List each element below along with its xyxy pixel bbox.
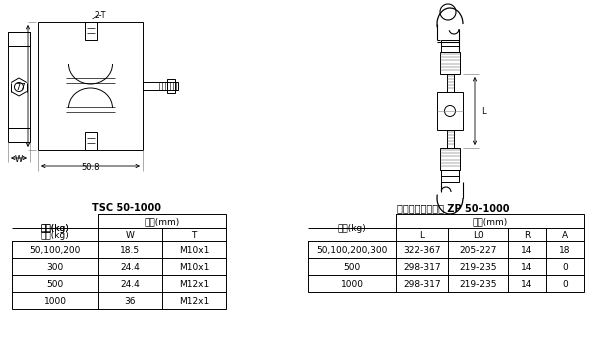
Text: M12x1: M12x1 [179,280,209,289]
Text: M10x1: M10x1 [179,263,209,272]
Text: 0: 0 [562,263,568,272]
Text: W: W [126,231,134,240]
Text: M12x1: M12x1 [179,297,209,306]
Bar [38,22,143,150]
Text: 50.8: 50.8 [81,162,100,172]
Bar [8,32,30,46]
Text: M10x1: M10x1 [179,246,209,255]
Text: 24.4: 24.4 [120,280,140,289]
Text: 14: 14 [521,280,533,289]
Text: 500: 500 [343,263,361,272]
Text: 77: 77 [16,83,26,91]
Text: 50,100,200: 50,100,200 [29,246,81,255]
Bar [143,82,178,90]
Text: 容量(kg): 容量(kg) [40,231,69,240]
Text: 300: 300 [46,263,64,272]
Text: L0: L0 [473,231,483,240]
Bar [12,214,226,309]
Bar [440,148,460,170]
Bar [308,214,584,292]
Text: 容量(kg): 容量(kg) [40,224,69,233]
Text: 298-317: 298-317 [403,263,441,272]
Bar [447,74,453,92]
Bar [441,40,459,52]
Text: 219-235: 219-235 [459,280,497,289]
Text: 50,100,200,300: 50,100,200,300 [316,246,388,255]
Text: 容量(kg): 容量(kg) [40,224,69,233]
Bar [441,170,459,182]
Text: 2-T: 2-T [95,10,106,20]
Text: 24.4: 24.4 [120,263,140,272]
Text: 1000: 1000 [341,280,364,289]
Text: T: T [191,231,197,240]
Text: 1000: 1000 [43,297,66,306]
Text: W: W [15,155,23,163]
Text: 关节轴承式连接件 ZP 50-1000: 关节轴承式连接件 ZP 50-1000 [397,203,509,213]
Bar [8,32,30,142]
Bar [440,52,460,74]
Text: 205-227: 205-227 [459,246,497,255]
Text: TSC 50-1000: TSC 50-1000 [93,203,161,213]
Text: 18.5: 18.5 [120,246,140,255]
Text: 298-317: 298-317 [403,280,441,289]
Text: 14: 14 [521,246,533,255]
Text: 尺寸(mm): 尺寸(mm) [144,218,179,226]
Text: L: L [420,231,424,240]
Text: 14: 14 [521,263,533,272]
Bar [167,79,175,93]
Text: 36: 36 [124,297,135,306]
Text: A: A [562,231,568,240]
Bar [12,214,98,241]
Text: 尺寸(mm): 尺寸(mm) [473,218,507,226]
Text: 500: 500 [46,280,64,289]
Bar [308,214,396,241]
Bar [437,92,463,130]
Text: L: L [480,108,485,116]
Text: 322-367: 322-367 [403,246,441,255]
Text: 0: 0 [562,280,568,289]
Text: R: R [524,231,530,240]
Text: 219-235: 219-235 [459,263,497,272]
Text: 容量(kg): 容量(kg) [338,224,367,233]
Bar [8,128,30,142]
Text: 18: 18 [559,246,571,255]
Bar [84,22,96,40]
Bar [447,130,453,148]
Bar [84,132,96,150]
